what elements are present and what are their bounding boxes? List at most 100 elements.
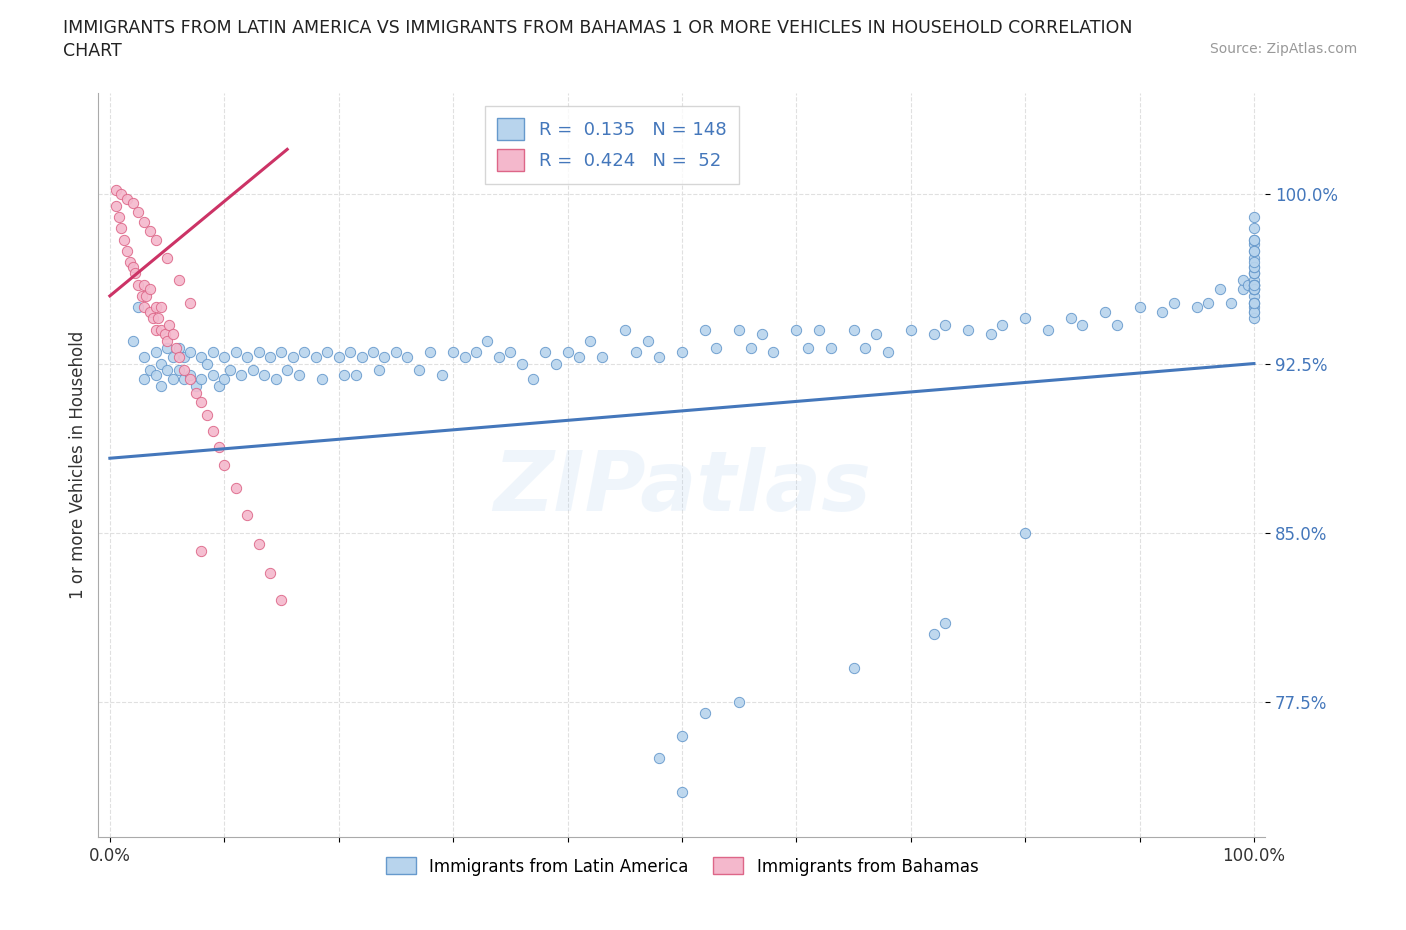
Point (153, 326, 176, 341)
Point (876, 345, 898, 360)
Point (1014, 311, 1036, 325)
Point (145, 323, 167, 338)
Point (110, 187, 132, 202)
Point (156, 363, 179, 378)
Point (1232, 282, 1254, 297)
Point (1243, 277, 1265, 292)
Point (287, 367, 309, 382)
Point (568, 350, 591, 365)
Point (1060, 311, 1083, 325)
Point (1243, 304, 1265, 319)
Point (247, 537, 270, 551)
Point (1243, 282, 1265, 297)
Point (1094, 304, 1116, 319)
Point (956, 323, 979, 338)
Point (808, 323, 831, 338)
Point (1243, 266, 1265, 281)
Point (934, 616, 956, 631)
Point (842, 323, 865, 338)
Point (127, 277, 149, 292)
Point (145, 299, 167, 314)
Point (201, 424, 224, 439)
Point (510, 356, 533, 371)
Point (671, 785, 693, 800)
Point (1232, 272, 1254, 287)
Point (785, 323, 807, 338)
Point (162, 350, 184, 365)
Point (184, 385, 207, 400)
Point (339, 345, 361, 360)
Point (214, 372, 236, 387)
Point (728, 695, 751, 710)
Point (173, 350, 195, 365)
Point (121, 334, 143, 349)
Point (162, 326, 184, 341)
Point (624, 345, 647, 360)
Point (115, 244, 138, 259)
Point (231, 367, 253, 382)
Point (922, 326, 945, 341)
Point (247, 345, 270, 360)
Point (190, 543, 212, 558)
Point (477, 334, 499, 349)
Point (179, 345, 201, 360)
Point (373, 350, 395, 365)
Point (396, 350, 419, 365)
Point (1243, 255, 1265, 270)
Point (1014, 525, 1036, 540)
Point (762, 345, 785, 360)
Point (1243, 259, 1265, 274)
Point (139, 363, 162, 378)
Point (408, 363, 430, 378)
Point (131, 288, 153, 303)
Point (1243, 236, 1265, 251)
Text: CHART: CHART (63, 42, 122, 60)
Point (1243, 244, 1265, 259)
Point (1243, 250, 1265, 265)
Point (671, 345, 693, 360)
Point (350, 350, 373, 365)
Point (270, 345, 292, 360)
Text: Source: ZipAtlas.com: Source: ZipAtlas.com (1209, 42, 1357, 56)
Point (1128, 299, 1150, 314)
Point (922, 627, 945, 642)
Point (150, 323, 173, 338)
Point (236, 350, 259, 365)
Point (419, 345, 441, 360)
Point (637, 334, 659, 349)
Point (453, 350, 475, 365)
Point (156, 250, 179, 265)
Point (167, 340, 190, 355)
Point (135, 288, 157, 303)
Point (1185, 299, 1208, 314)
Point (1243, 288, 1265, 303)
Point (1243, 266, 1265, 281)
Point (441, 345, 464, 360)
Point (311, 372, 333, 387)
Point (1105, 318, 1128, 333)
Point (344, 367, 367, 382)
Point (121, 196, 143, 211)
Point (264, 372, 287, 387)
Point (259, 350, 281, 365)
Point (648, 751, 671, 765)
Point (579, 334, 602, 349)
Point (150, 356, 173, 371)
Point (1243, 277, 1265, 292)
Point (1152, 304, 1174, 319)
Point (281, 350, 304, 365)
Point (214, 350, 236, 365)
Point (1243, 299, 1265, 314)
Point (1243, 295, 1265, 310)
Legend: Immigrants from Latin America, Immigrants from Bahamas: Immigrants from Latin America, Immigrant… (378, 851, 986, 883)
Point (1243, 277, 1265, 292)
Point (1243, 244, 1265, 259)
Point (195, 356, 218, 371)
Point (127, 299, 149, 314)
Point (276, 363, 298, 378)
Point (184, 379, 207, 393)
Point (488, 350, 510, 365)
Point (533, 345, 555, 360)
Point (120, 255, 142, 270)
Point (499, 345, 522, 360)
